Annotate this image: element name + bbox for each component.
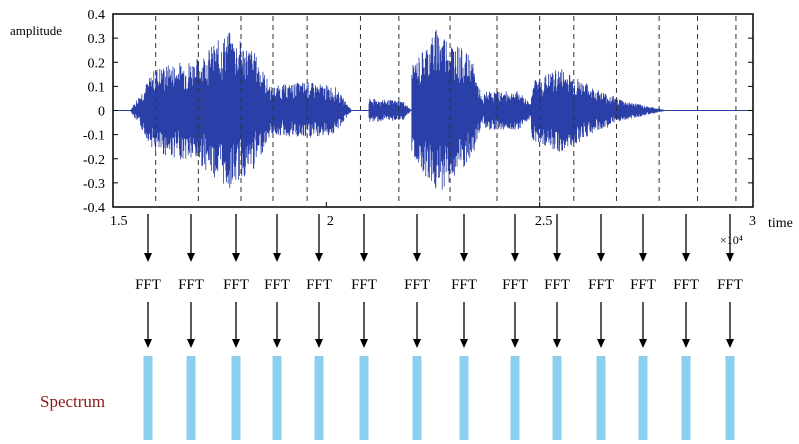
y-tick-label: -0.1 — [83, 129, 105, 144]
x-tick-label: 1.5 — [110, 214, 128, 229]
arrow-to-fft — [273, 214, 281, 262]
y-tick-label: 0.3 — [88, 32, 106, 47]
arrow-to-fft — [553, 214, 561, 262]
arrow-to-spectrum — [682, 302, 690, 348]
fft-label: FFT — [673, 277, 699, 293]
fft-pipeline: FFT FFT FFT FFT FFT FFT FFT FFT FFT FFT FFT FFT FFT F… — [135, 214, 743, 440]
spectrum-bar — [359, 356, 369, 440]
arrow-to-fft — [360, 214, 368, 262]
fft-label: FFT — [451, 277, 477, 293]
x-tick-label: 3 — [749, 214, 756, 229]
arrow-to-fft — [726, 214, 734, 262]
spectrum-bar — [725, 356, 735, 440]
spectrum-bar — [186, 356, 196, 440]
fft-label: FFT — [717, 277, 743, 293]
x-axis-ticks: 1.5 2 2.5 3 — [110, 202, 756, 229]
spectrum-bar — [459, 356, 469, 440]
fft-label: FFT — [588, 277, 614, 293]
y-tick-label: -0.3 — [83, 177, 105, 192]
y-tick-label: -0.2 — [83, 153, 105, 168]
arrow-to-spectrum — [187, 302, 195, 348]
fft-label: FFT — [630, 277, 656, 293]
arrow-to-fft — [639, 214, 647, 262]
fft-label: FFT — [264, 277, 290, 293]
arrow-to-fft — [413, 214, 421, 262]
arrow-to-fft — [187, 214, 195, 262]
x-axis-exponent: ×10⁴ — [720, 233, 743, 247]
spectrum-bar — [143, 356, 153, 440]
fft-label: FFT — [404, 277, 430, 293]
spectrum-bar — [272, 356, 282, 440]
spectrum-bar — [638, 356, 648, 440]
spectrum-bar — [231, 356, 241, 440]
fft-label: FFT — [306, 277, 332, 293]
fft-label: FFT — [502, 277, 528, 293]
y-tick-label: 0.2 — [88, 56, 106, 71]
spectrum-bar — [510, 356, 520, 440]
y-tick-label: 0 — [98, 105, 105, 120]
waveform — [113, 29, 753, 190]
arrow-to-fft — [460, 214, 468, 262]
x-axis-label: time — [768, 216, 793, 231]
spectrum-label: Spectrum — [40, 392, 105, 411]
spectrum-bar — [596, 356, 606, 440]
fft-label: FFT — [223, 277, 249, 293]
fft-label: FFT — [178, 277, 204, 293]
arrow-to-fft — [597, 214, 605, 262]
arrow-to-fft — [511, 214, 519, 262]
arrow-to-spectrum — [553, 302, 561, 348]
arrow-to-spectrum — [639, 302, 647, 348]
spectrum-bar — [552, 356, 562, 440]
x-tick-label: 2 — [327, 214, 334, 229]
spectrum-bar — [314, 356, 324, 440]
spectrum-bar — [412, 356, 422, 440]
y-tick-label: 0.1 — [88, 80, 106, 95]
fft-label: FFT — [351, 277, 377, 293]
arrow-to-spectrum — [273, 302, 281, 348]
arrow-to-spectrum — [232, 302, 240, 348]
arrow-to-fft — [232, 214, 240, 262]
arrow-to-spectrum — [315, 302, 323, 348]
arrow-to-spectrum — [144, 302, 152, 348]
arrow-to-spectrum — [460, 302, 468, 348]
y-tick-label: 0.4 — [88, 8, 106, 23]
arrow-to-fft — [682, 214, 690, 262]
spectrum-bar — [681, 356, 691, 440]
frame-boundary-lines — [112, 16, 737, 205]
arrow-to-spectrum — [597, 302, 605, 348]
arrow-to-spectrum — [511, 302, 519, 348]
fft-label: FFT — [544, 277, 570, 293]
y-axis-label: amplitude — [10, 23, 62, 38]
arrow-to-fft — [144, 214, 152, 262]
arrow-to-fft — [315, 214, 323, 262]
fft-label: FFT — [135, 277, 161, 293]
y-axis-ticks: 0.4 0.3 0.2 0.1 0 -0.1 -0.2 -0.3 -0.4 — [83, 8, 753, 216]
y-tick-label: -0.4 — [83, 201, 105, 216]
x-tick-label: 2.5 — [535, 214, 553, 229]
waveform-trace — [129, 29, 668, 190]
arrow-to-spectrum — [726, 302, 734, 348]
arrow-to-spectrum — [413, 302, 421, 348]
arrow-to-spectrum — [360, 302, 368, 348]
